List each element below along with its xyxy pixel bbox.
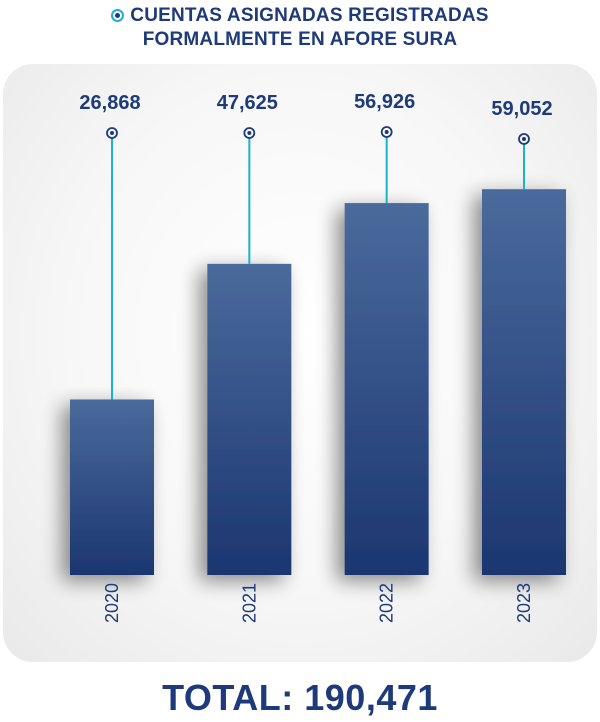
chart-title-line-2: FORMALMENTE EN AFORE SURA [142,29,458,50]
chart-title-line-1: CUENTAS ASIGNADAS REGISTRADAS [0,4,600,28]
bar-2022 [344,203,429,575]
value-label-2020: 26,868 [79,92,140,114]
value-label-2023: 59,052 [491,98,552,120]
marker-dot-2021 [247,131,252,135]
marker-dot-2023 [521,137,526,141]
category-label-2021: 2021 [239,583,259,623]
chart-title-text-1: CUENTAS ASIGNADAS REGISTRADAS [130,5,489,26]
marker-dot-2022 [384,130,389,134]
category-label-2022: 2022 [377,583,397,623]
bar-2021 [207,263,292,575]
bar-2020 [70,399,154,575]
marker-dot-2020 [110,131,114,135]
marker-ring-2023 [518,133,530,145]
value-label-2022: 56,926 [354,91,415,113]
marker-ring-2020 [106,127,118,139]
chart-title: CUENTAS ASIGNADAS REGISTRADAS FORMALMENT… [0,4,600,52]
bar-2023 [481,189,566,575]
category-label-2023: 2023 [514,583,534,623]
target-icon [111,9,125,22]
total-summary: TOTAL: 190,471 [0,678,600,718]
category-label-2020: 2020 [102,583,122,623]
marker-ring-2022 [380,126,393,138]
total-label: TOTAL: [162,677,294,718]
marker-ring-2021 [243,127,256,139]
value-label-2021: 47,625 [217,92,278,114]
total-value: 190,471 [304,677,438,718]
